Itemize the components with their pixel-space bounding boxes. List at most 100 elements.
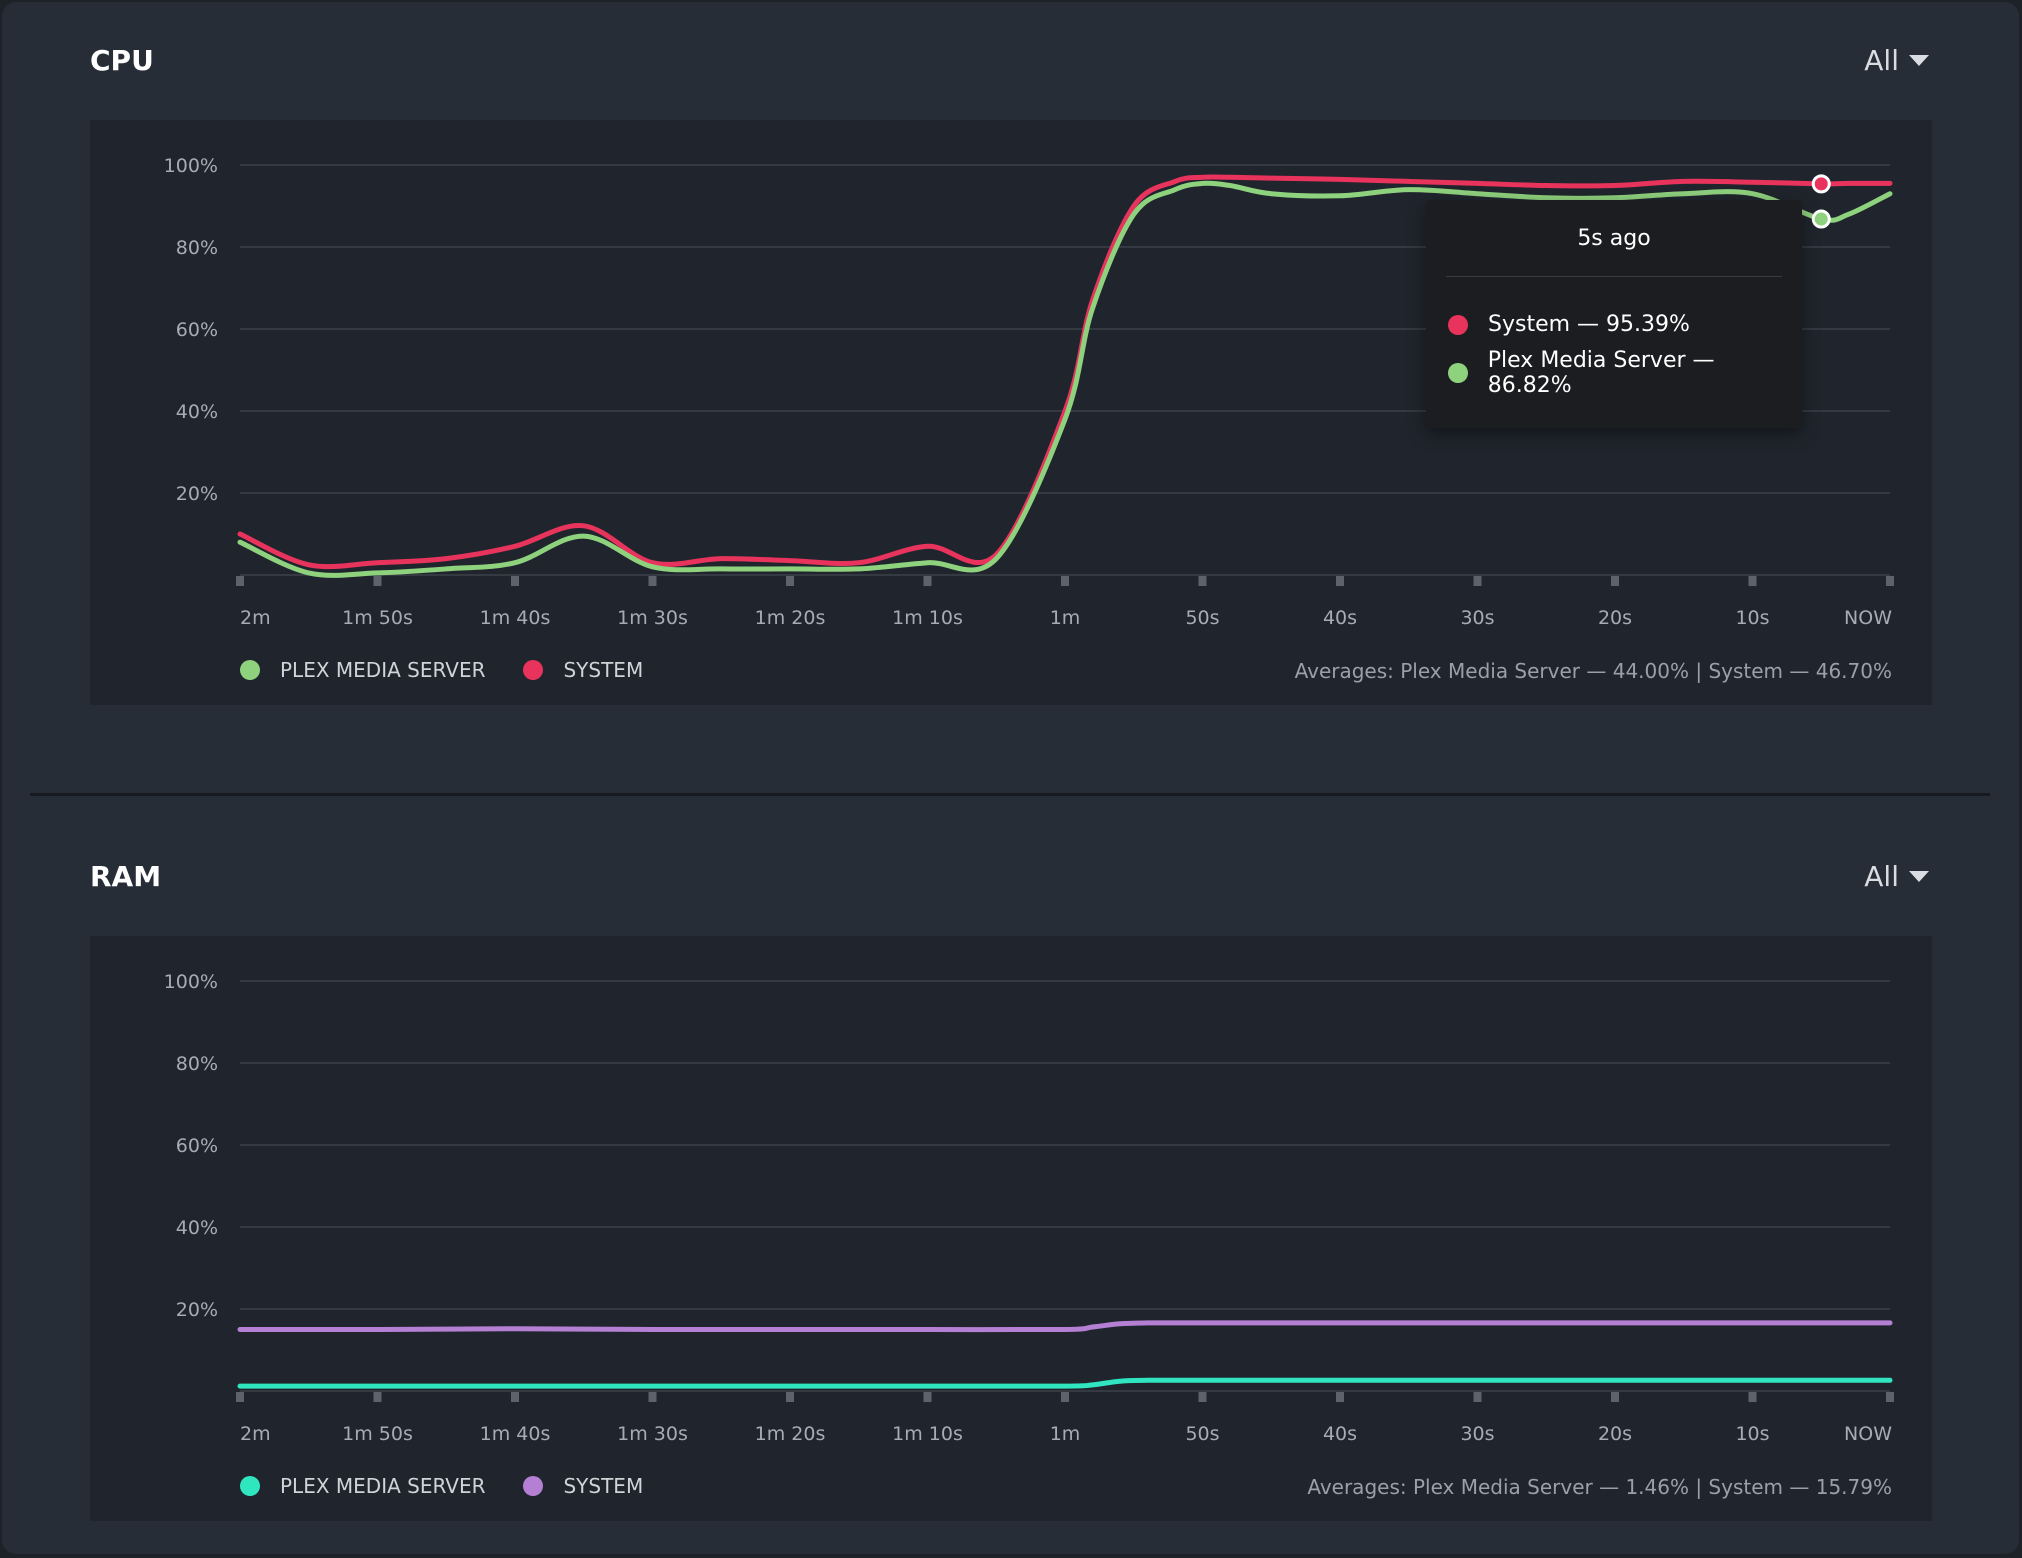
x-tick-label: 50s [1185,607,1219,629]
x-tick-label: 1m 10s [892,1423,963,1445]
x-tick-label: 1m 50s [342,1423,413,1445]
x-tick-mark [1886,1392,1894,1402]
tooltip-row-plex: Plex Media Server — 86.82% [1448,348,1802,398]
x-tick-mark [1748,576,1757,586]
ram-legend-system-label: SYSTEM [563,1474,644,1498]
x-tick-label: 30s [1460,607,1494,629]
x-tick-label: 50s [1185,1423,1219,1445]
cpu-legend: PLEX MEDIA SERVER SYSTEM [240,658,681,682]
x-tick-label: 1m 20s [755,607,826,629]
x-tick-label: 30s [1460,1423,1494,1445]
x-tick-label: 1m 40s [480,1423,551,1445]
x-tick-mark [923,1392,932,1402]
x-tick-label: 10s [1735,607,1769,629]
tooltip-row-system: System — 95.39% [1448,312,1690,337]
ram-range-dropdown[interactable]: All [1864,860,1929,893]
system-dot [1448,314,1468,335]
cpu-legend-system-label: SYSTEM [563,658,644,682]
tooltip-title: 5s ago [1577,226,1651,251]
x-tick-label: 1m [1050,1423,1081,1445]
x-tick-mark [1336,576,1344,586]
x-tick-mark [1748,1392,1757,1402]
ram-legend-plex-label: PLEX MEDIA SERVER [280,1474,486,1498]
y-tick-label: 60% [176,1135,218,1157]
x-tick-mark [1473,576,1482,586]
x-tick-label: 1m [1050,607,1081,629]
x-tick-label: 20s [1598,1423,1632,1445]
x-tick-label: NOW [1844,607,1892,629]
x-tick-label: 1m 50s [342,607,413,629]
x-tick-label: NOW [1844,1423,1892,1445]
y-tick-label: 40% [176,401,218,423]
y-tick-label: 100% [164,971,218,993]
cpu-legend-system[interactable]: SYSTEM [523,658,643,682]
cpu-averages: Averages: Plex Media Server — 44.00% | S… [1294,659,1892,683]
y-tick-label: 20% [176,483,218,505]
x-tick-label: 1m 10s [892,607,963,629]
x-tick-mark [373,576,382,586]
cpu-title: CPU [90,44,154,77]
x-tick-label: 40s [1323,1423,1357,1445]
x-tick-mark [923,576,932,586]
x-tick-mark [1198,576,1207,586]
ram-range-label: All [1864,860,1899,893]
x-tick-mark [786,576,794,586]
x-tick-mark [648,1392,657,1402]
chevron-down-icon [1909,55,1929,66]
x-tick-mark [1611,576,1619,586]
ram-legend: PLEX MEDIA SERVER SYSTEM [240,1474,681,1498]
x-tick-mark [1336,1392,1344,1402]
ram-legend-plex[interactable]: PLEX MEDIA SERVER [240,1474,485,1498]
x-tick-mark [1886,576,1894,586]
x-tick-label: 10s [1735,1423,1769,1445]
cpu-series-system [237,174,1893,570]
plex-legend-dot [240,660,260,680]
y-tick-label: 100% [164,155,218,177]
cpu-legend-plex[interactable]: PLEX MEDIA SERVER [240,658,485,682]
ram-title: RAM [90,860,162,893]
y-tick-label: 20% [176,1299,218,1321]
x-tick-mark [373,1392,382,1402]
cpu-range-dropdown[interactable]: All [1864,44,1929,77]
x-tick-label: 40s [1323,607,1357,629]
x-tick-label: 1m 30s [617,607,688,629]
chevron-down-icon [1909,871,1929,882]
y-tick-label: 80% [176,1053,218,1075]
x-tick-label: 1m 40s [480,607,551,629]
section-divider [30,793,1990,796]
y-tick-label: 60% [176,319,218,341]
plex-dot [1448,363,1468,383]
x-tick-mark [236,1392,244,1402]
ram-series-plex-media-server [237,1377,1893,1389]
x-tick-mark [236,576,244,586]
cpu-range-label: All [1864,44,1899,77]
plex-legend-dot [240,1476,260,1496]
cpu-series-plex-media-server [237,180,1893,578]
x-tick-mark [1473,1392,1482,1402]
ram-chart-svg: 100% 80% 60% 40% 20% 2m 1m 50s 1m 40s 1m 30s 1m 2… [164,971,1894,1445]
x-tick-mark [786,1392,794,1402]
y-tick-label: 80% [176,237,218,259]
ram-chart: 100% 80% 60% 40% 20% 2m 1m 50s 1m 40s 1m 30s 1m 2… [90,936,1932,1521]
ram-legend-system[interactable]: SYSTEM [523,1474,643,1498]
x-tick-label: 1m 30s [617,1423,688,1445]
ram-averages: Averages: Plex Media Server — 1.46% | Sy… [1307,1475,1892,1499]
x-tick-mark [1198,1392,1207,1402]
highlight-point [1811,209,1831,229]
x-tick-label: 20s [1598,607,1632,629]
tooltip-plex-text: Plex Media Server — 86.82% [1487,348,1715,398]
x-tick-mark [648,576,657,586]
cpu-legend-plex-label: PLEX MEDIA SERVER [280,658,486,682]
tooltip-system-text: System — 95.39% [1488,312,1690,337]
x-tick-mark [1061,576,1069,586]
x-tick-mark [1611,1392,1619,1402]
x-tick-mark [511,1392,519,1402]
x-tick-label: 2m [240,607,271,629]
highlight-point [1811,174,1831,194]
system-legend-dot [523,660,544,680]
x-tick-label: 1m 20s [755,1423,826,1445]
cpu-tooltip: 5s ago System — 95.39% Plex Media Server… [1426,200,1802,428]
x-tick-mark [511,576,519,586]
y-tick-label: 40% [176,1217,218,1239]
